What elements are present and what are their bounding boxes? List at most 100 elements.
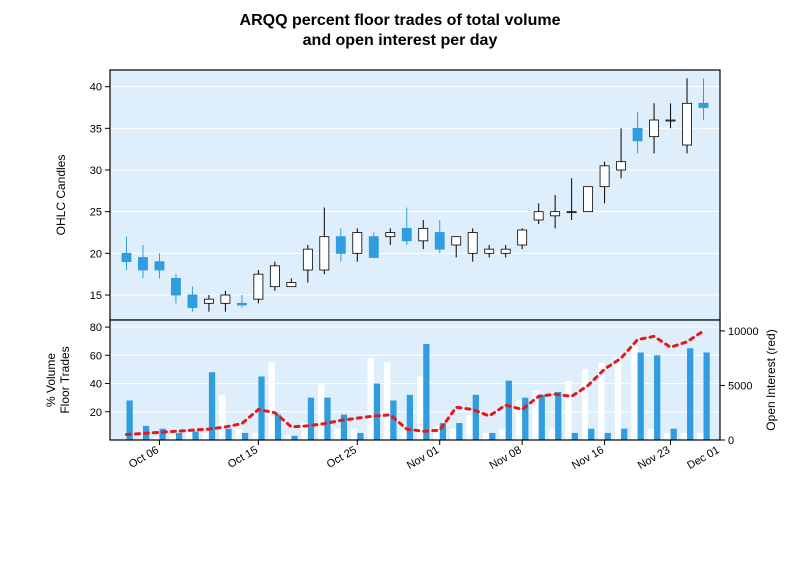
candle-body <box>633 128 642 141</box>
bar-blue <box>341 415 347 440</box>
candle-body <box>270 266 279 287</box>
bar-blue <box>489 433 495 440</box>
bar-blue <box>291 436 297 440</box>
bar-blue <box>671 429 677 440</box>
candle-body <box>353 233 362 254</box>
bar-blue <box>159 429 165 440</box>
candle-body <box>386 233 395 237</box>
bar-white <box>186 432 192 440</box>
bar-white <box>681 433 687 440</box>
bar-white <box>648 429 654 440</box>
ytick-label: 20 <box>90 248 102 260</box>
bar-white <box>483 433 489 440</box>
bar-blue <box>522 398 528 440</box>
ytick-label-left: 80 <box>90 322 102 334</box>
candle-body <box>171 278 180 295</box>
bar-blue <box>473 395 479 440</box>
bar-white <box>565 381 571 440</box>
bar-white <box>466 415 472 440</box>
bar-white <box>219 395 225 440</box>
candle-body <box>617 162 626 170</box>
bar-blue <box>572 433 578 440</box>
bar-white <box>318 384 324 440</box>
bar-blue <box>308 398 314 440</box>
candle-body <box>551 212 560 216</box>
xtick-label: Nov 01 <box>405 444 441 472</box>
bar-white <box>697 433 703 440</box>
candle-body <box>254 274 263 299</box>
ytick-label: 40 <box>90 82 102 94</box>
top-plot-bg <box>110 70 720 320</box>
bar-white <box>351 429 357 440</box>
bar-blue <box>654 355 660 440</box>
chart-svg: ARQQ percent floor trades of total volum… <box>0 0 800 575</box>
bar-white <box>368 358 374 440</box>
xtick-label: Dec 01 <box>685 444 721 472</box>
bar-white <box>549 429 555 440</box>
ytick-label: 15 <box>90 290 102 302</box>
candle-body <box>600 166 609 187</box>
candle-body <box>650 120 659 137</box>
bar-white <box>203 433 209 440</box>
bar-blue <box>407 395 413 440</box>
bar-white <box>285 436 291 440</box>
candle-body <box>369 237 378 258</box>
bar-blue <box>242 433 248 440</box>
candle-body <box>402 228 411 241</box>
bar-white <box>252 433 258 440</box>
bar-blue <box>225 429 231 440</box>
bar-white <box>516 400 522 440</box>
bar-white <box>664 433 670 440</box>
candle-body <box>468 233 477 254</box>
bar-blue <box>324 398 330 440</box>
bar-white <box>400 429 406 440</box>
candle-body <box>452 237 461 245</box>
bar-blue <box>374 384 380 440</box>
ytick-label-left: 60 <box>90 350 102 362</box>
candle-body <box>138 258 147 271</box>
bar-white <box>615 358 621 440</box>
bar-blue <box>423 344 429 440</box>
bar-blue <box>638 352 644 440</box>
candle-body <box>485 249 494 253</box>
candle-body <box>122 253 131 261</box>
ytick-label: 35 <box>90 123 102 135</box>
ytick-label-left: 20 <box>90 407 102 419</box>
bar-white <box>384 362 390 440</box>
bar-blue <box>506 381 512 440</box>
bar-white <box>450 429 456 440</box>
candle-body <box>682 103 691 145</box>
bar-white <box>170 433 176 440</box>
bottom-plot-bg <box>110 320 720 440</box>
bar-blue <box>456 423 462 440</box>
bottom-ylabel-right: Open Interest (red) <box>764 329 778 430</box>
ytick-label-right: 5000 <box>728 380 752 392</box>
ytick-label-left: 40 <box>90 379 102 391</box>
candle-body <box>666 120 675 121</box>
candle-body <box>188 295 197 308</box>
candle-body <box>155 262 164 270</box>
xtick-label: Oct 25 <box>325 444 359 471</box>
title-line2: and open interest per day <box>303 32 498 49</box>
xtick-label: Nov 16 <box>570 444 606 472</box>
bar-white <box>499 429 505 440</box>
bar-white <box>335 429 341 440</box>
bar-blue <box>176 433 182 440</box>
candle-body <box>567 212 576 213</box>
bar-blue <box>704 352 710 440</box>
ytick-label: 30 <box>90 165 102 177</box>
bar-white <box>269 362 275 440</box>
bar-white <box>433 426 439 440</box>
bar-blue <box>605 433 611 440</box>
bottom-ylabel-left: % VolumeFloor Trades <box>44 346 72 413</box>
xtick-label: Nov 08 <box>487 444 523 472</box>
candle-body <box>320 237 329 270</box>
candle-body <box>303 249 312 270</box>
bar-white <box>631 344 637 440</box>
top-ylabel: OHLC Candles <box>54 155 68 236</box>
candle-body <box>336 237 345 254</box>
candle-body <box>419 228 428 241</box>
candle-body <box>221 295 230 303</box>
chart-container: ARQQ percent floor trades of total volum… <box>0 0 800 575</box>
bar-blue <box>539 395 545 440</box>
